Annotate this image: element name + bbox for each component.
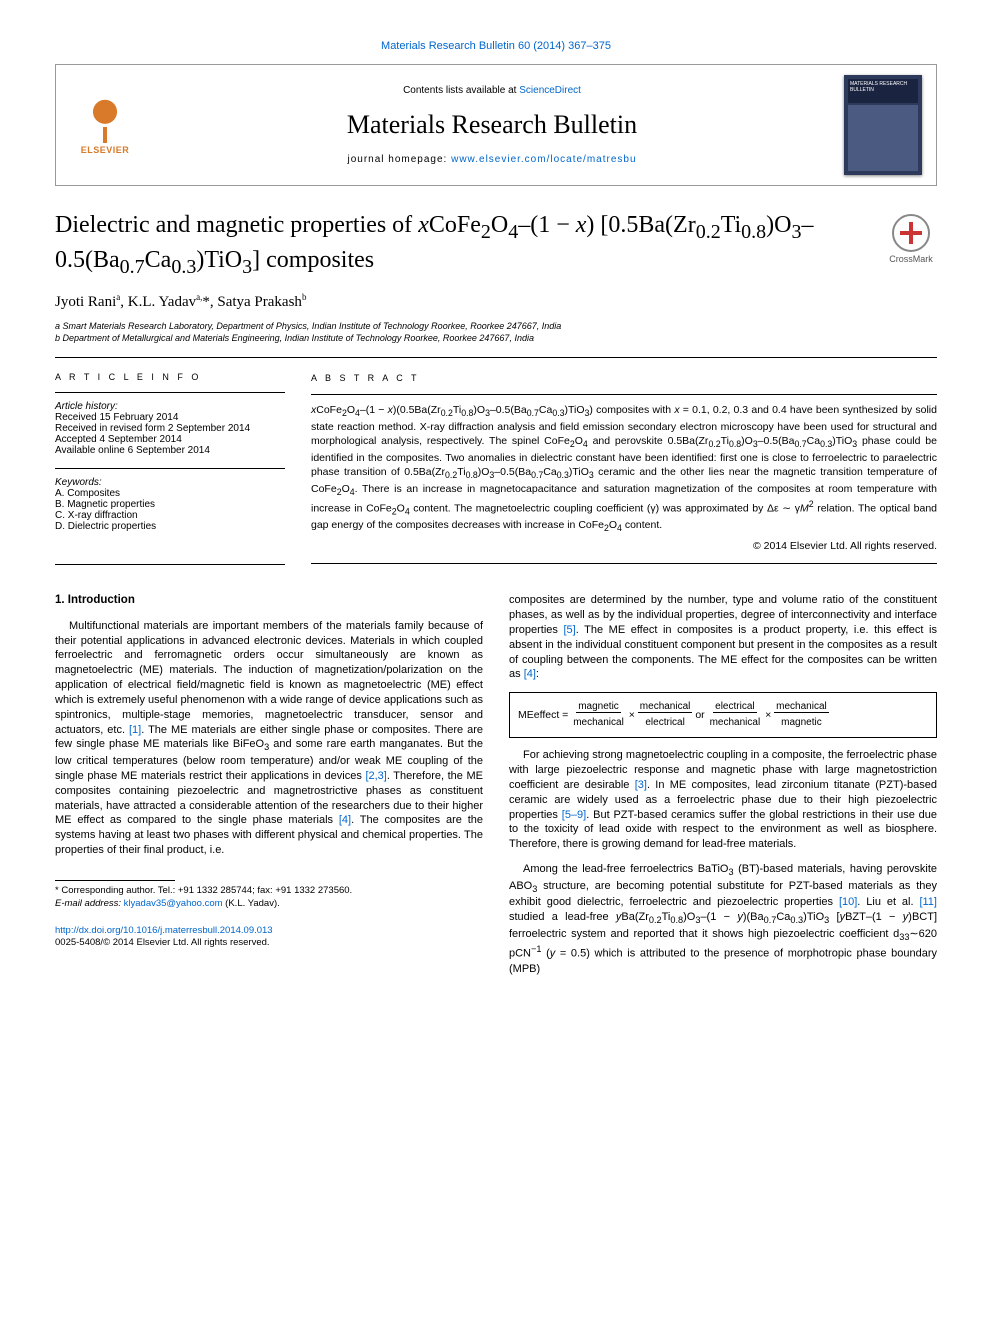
contents-line: Contents lists available at ScienceDirec… xyxy=(140,85,844,96)
keywords-divider xyxy=(55,468,285,469)
history-2: Accepted 4 September 2014 xyxy=(55,434,182,445)
keyword-2: C. X-ray diffraction xyxy=(55,510,138,521)
contents-prefix: Contents lists available at xyxy=(403,85,519,96)
abstract: A B S T R A C T xCoFe2O4–(1 − x)(0.5Ba(Z… xyxy=(311,372,937,565)
eq-frac4: mechanicalmagnetic xyxy=(774,699,829,731)
title-row: Dielectric and magnetic properties of xC… xyxy=(55,210,937,280)
history-0: Received 15 February 2014 xyxy=(55,412,178,423)
info-label: A R T I C L E I N F O xyxy=(55,372,285,382)
col2-p2: For achieving strong magnetoelectric cou… xyxy=(509,748,937,852)
sciencedirect-link[interactable]: ScienceDirect xyxy=(519,85,581,96)
cover-art xyxy=(848,105,918,171)
elsevier-text: ELSEVIER xyxy=(81,145,130,155)
journal-header: ELSEVIER Contents lists available at Sci… xyxy=(55,64,937,186)
col2-p1: composites are determined by the number,… xyxy=(509,593,937,682)
doi-link[interactable]: http://dx.doi.org/10.1016/j.materresbull… xyxy=(55,925,273,936)
email-label: E-mail address: xyxy=(55,898,121,909)
article-info: A R T I C L E I N F O Article history: R… xyxy=(55,372,285,565)
intro-p1: Multifunctional materials are important … xyxy=(55,619,483,858)
affiliation-b: b Department of Metallurgical and Materi… xyxy=(55,333,937,343)
keyword-1: B. Magnetic properties xyxy=(55,499,155,510)
crossmark-label: CrossMark xyxy=(889,254,933,264)
crossmark-badge[interactable]: CrossMark xyxy=(885,214,937,264)
abstract-text: xCoFe2O4–(1 − x)(0.5Ba(Zr0.2Ti0.8)O3–0.5… xyxy=(311,403,937,535)
affiliation-a: a Smart Materials Research Laboratory, D… xyxy=(55,321,937,331)
email-link[interactable]: klyadav35@yahoo.com xyxy=(124,898,223,909)
abstract-divider xyxy=(311,394,937,395)
abstract-copyright: © 2014 Elsevier Ltd. All rights reserved… xyxy=(311,539,937,553)
article-title: Dielectric and magnetic properties of xC… xyxy=(55,210,865,280)
eq-or: or xyxy=(695,709,704,721)
cover-label: MATERIALS RESEARCH BULLETIN xyxy=(848,79,918,103)
issn-line: 0025-5408/© 2014 Elsevier Ltd. All right… xyxy=(55,937,270,948)
body-columns: 1. Introduction Multifunctional material… xyxy=(55,593,937,986)
history-3: Available online 6 September 2014 xyxy=(55,445,210,456)
crossmark-icon xyxy=(892,214,930,252)
email-suffix: (K.L. Yadav). xyxy=(223,898,280,909)
top-citation-link[interactable]: Materials Research Bulletin 60 (2014) 36… xyxy=(381,40,611,52)
homepage-line: journal homepage: www.elsevier.com/locat… xyxy=(140,154,844,165)
body-col-right: composites are determined by the number,… xyxy=(509,593,937,986)
keywords-block: Keywords: A. Composites B. Magnetic prop… xyxy=(55,477,285,532)
top-citation: Materials Research Bulletin 60 (2014) 36… xyxy=(55,40,937,52)
info-bottom-divider xyxy=(55,564,285,565)
abstract-bottom-divider xyxy=(311,563,937,564)
doi-block: http://dx.doi.org/10.1016/j.materresbull… xyxy=(55,925,483,951)
eq-frac2: mechanicalelectrical xyxy=(638,699,693,731)
eq-lhs: MEeffect = xyxy=(518,709,568,721)
page: Materials Research Bulletin 60 (2014) 36… xyxy=(0,0,992,1027)
eq-frac1: magneticmechanical xyxy=(571,699,626,731)
me-effect-equation: MEeffect = magneticmechanical × mechanic… xyxy=(509,692,937,738)
keywords-heading: Keywords: xyxy=(55,477,102,488)
footnote-separator xyxy=(55,880,175,881)
elsevier-logo: ELSEVIER xyxy=(70,88,140,163)
info-divider xyxy=(55,392,285,393)
journal-name: Materials Research Bulletin xyxy=(140,110,844,140)
journal-cover-thumb: MATERIALS RESEARCH BULLETIN xyxy=(844,75,922,175)
header-center: Contents lists available at ScienceDirec… xyxy=(140,85,844,165)
corr-text: * Corresponding author. Tel.: +91 1332 2… xyxy=(55,885,352,896)
eq-frac3: electricalmechanical xyxy=(708,699,763,731)
intro-heading: 1. Introduction xyxy=(55,593,483,609)
keyword-0: A. Composites xyxy=(55,488,120,499)
info-abstract-row: A R T I C L E I N F O Article history: R… xyxy=(55,372,937,565)
col2-p3: Among the lead-free ferroelectrics BaTiO… xyxy=(509,862,937,976)
eq-times-1: × xyxy=(629,709,635,721)
homepage-prefix: journal homepage: xyxy=(347,154,451,165)
body-col-left: 1. Introduction Multifunctional material… xyxy=(55,593,483,986)
authors: Jyoti Rania, K.L. Yadava,*, Satya Prakas… xyxy=(55,292,937,311)
divider-top xyxy=(55,357,937,358)
history-1: Received in revised form 2 September 201… xyxy=(55,423,250,434)
homepage-link[interactable]: www.elsevier.com/locate/matresbu xyxy=(451,154,636,165)
corresponding-footnote: * Corresponding author. Tel.: +91 1332 2… xyxy=(55,885,483,911)
abstract-label: A B S T R A C T xyxy=(311,372,937,384)
keyword-3: D. Dielectric properties xyxy=(55,521,156,532)
history-block: Article history: Received 15 February 20… xyxy=(55,401,285,456)
history-heading: Article history: xyxy=(55,401,118,412)
elsevier-tree-icon xyxy=(81,95,129,143)
eq-times-2: × xyxy=(765,709,771,721)
